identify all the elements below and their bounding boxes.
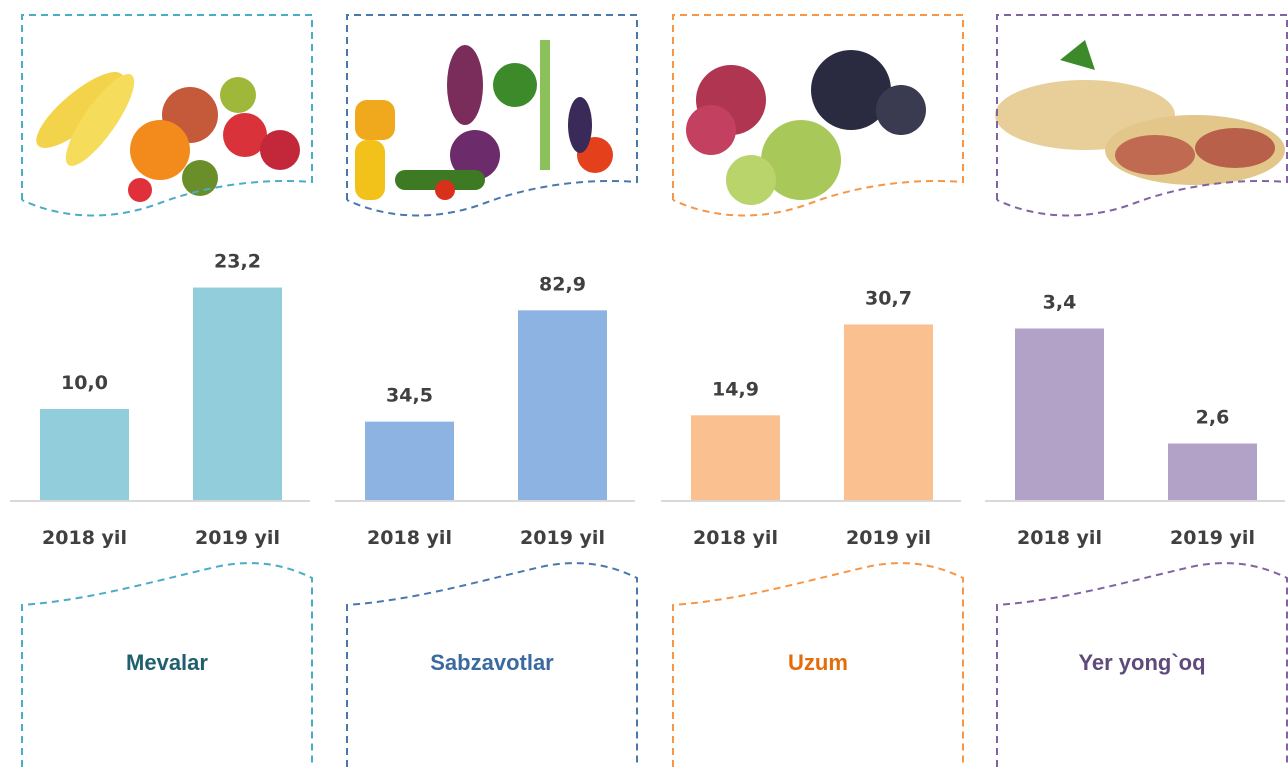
x-tick-label: 2018 yil xyxy=(1017,527,1102,549)
value-label: 14,9 xyxy=(712,378,759,400)
value-label: 23,2 xyxy=(214,251,261,273)
bar xyxy=(844,324,933,501)
value-label: 10,0 xyxy=(61,372,108,394)
x-tick-label: 2019 yil xyxy=(195,527,280,549)
label-frame xyxy=(672,562,964,767)
panel: Uzum 14,9 2018 yil 30,7 2019 yil xyxy=(661,14,964,767)
panel: Yer yong`oq 3,4 2018 yil 2,6 2019 yil xyxy=(985,14,1288,767)
value-label: 2,6 xyxy=(1196,407,1230,429)
label-frame xyxy=(996,562,1288,767)
bar xyxy=(691,415,780,501)
value-label: 82,9 xyxy=(539,273,586,295)
illustration xyxy=(36,72,300,202)
category-title: Uzum xyxy=(788,650,848,675)
image-frame xyxy=(21,14,313,217)
x-tick-label: 2018 yil xyxy=(42,527,127,549)
illustration xyxy=(355,40,613,200)
value-label: 34,5 xyxy=(386,385,433,407)
x-tick-label: 2019 yil xyxy=(520,527,605,549)
bar xyxy=(1015,328,1104,501)
x-tick-label: 2019 yil xyxy=(1170,527,1255,549)
illustration xyxy=(686,50,926,205)
label-frame xyxy=(21,562,313,767)
image-frame xyxy=(346,14,638,217)
illustration xyxy=(995,40,1285,185)
bar xyxy=(518,310,607,501)
x-tick-label: 2018 yil xyxy=(693,527,778,549)
bar xyxy=(1168,443,1257,501)
image-frame xyxy=(996,14,1288,217)
value-label: 3,4 xyxy=(1043,292,1077,314)
category-title: Mevalar xyxy=(126,650,208,675)
x-tick-label: 2019 yil xyxy=(846,527,931,549)
bar xyxy=(365,421,454,501)
panel: Sabzavotlar 34,5 2018 yil 82,9 2019 yil xyxy=(335,14,638,767)
value-label: 30,7 xyxy=(865,287,912,309)
x-tick-label: 2018 yil xyxy=(367,527,452,549)
category-title: Yer yong`oq xyxy=(1078,650,1205,675)
bar xyxy=(193,287,282,501)
bar xyxy=(40,409,129,501)
image-frame xyxy=(672,14,964,217)
category-title: Sabzavotlar xyxy=(430,650,554,675)
label-frame xyxy=(346,562,638,767)
panel: Mevalar 10,0 2018 yil 23,2 2019 yil xyxy=(10,14,313,767)
